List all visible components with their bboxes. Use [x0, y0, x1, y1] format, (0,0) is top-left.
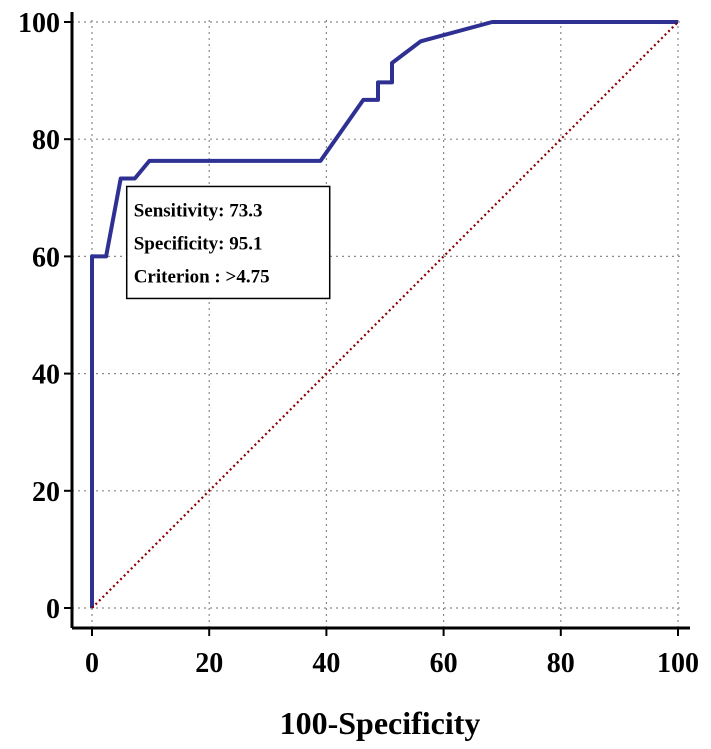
x-tick-label: 0 [85, 648, 99, 679]
y-tick-label: 60 [32, 242, 60, 273]
y-tick-label: 100 [18, 8, 60, 39]
x-axis-title: 100-Specificity [280, 705, 481, 741]
reference-diagonal-line [91, 21, 679, 609]
y-tick-label: 20 [32, 477, 60, 508]
axes [70, 12, 690, 630]
annotation-frame [125, 185, 331, 300]
y-tick-label: 80 [32, 125, 60, 156]
x-tick-label: 60 [430, 648, 458, 679]
annotation-specificity: Specificity: 95.1 [134, 233, 263, 254]
ticks: 0 20 40 60 80 100 0 20 40 60 80 100 [18, 8, 699, 679]
y-tick-label: 0 [46, 594, 60, 625]
annotation-criterion: Criterion : >4.75 [134, 266, 270, 287]
x-tick-label: 80 [547, 648, 575, 679]
y-tick-label: 40 [32, 360, 60, 391]
roc-curve [90, 20, 678, 608]
x-tick-label: 20 [195, 648, 223, 679]
x-tick-label: 40 [312, 648, 340, 679]
annotation-box: Sensitivity: 73.3 Specificity: 95.1 Crit… [125, 185, 331, 300]
annotation-sensitivity: Sensitivity: 73.3 [134, 200, 263, 221]
series-layer [90, 20, 679, 609]
x-tick-label: 100 [657, 648, 699, 679]
